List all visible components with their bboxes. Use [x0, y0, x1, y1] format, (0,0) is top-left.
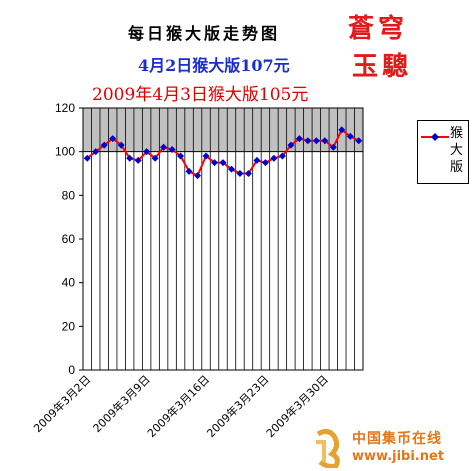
data-point-marker: [321, 137, 329, 145]
y-tick-label: 100: [55, 145, 75, 159]
data-point-marker: [143, 148, 151, 156]
brand-seal-line2: 玉驄: [352, 52, 413, 82]
data-point-marker: [134, 156, 142, 164]
data-point-marker: [312, 137, 320, 145]
subtitle-price-apr2: 4月2日猴大版107元: [138, 56, 290, 75]
data-point-marker: [287, 141, 295, 149]
data-point-marker: [177, 152, 185, 160]
data-point-marker: [151, 154, 159, 162]
data-point-marker: [185, 167, 193, 175]
legend-marker-icon: [421, 133, 449, 141]
y-tick-label: 120: [55, 101, 75, 115]
data-point-marker: [338, 126, 346, 134]
data-point-marker: [244, 170, 252, 177]
x-tick-label: 2009年3月16日: [144, 372, 212, 440]
data-point-marker: [261, 159, 269, 167]
y-tick-labels: 0 20 40 60 80 100 120: [55, 101, 75, 377]
data-point-marker: [329, 143, 337, 151]
x-tick-labels: 2009年3月2日2009年3月9日2009年3月16日2009年3月23日20…: [30, 372, 331, 440]
data-point-marker: [227, 165, 235, 173]
y-tick-label: 80: [62, 188, 76, 202]
series-markers: [83, 126, 363, 180]
data-point-marker: [160, 143, 168, 151]
plot-area: [83, 108, 363, 370]
data-point-marker: [168, 145, 176, 153]
gridlines: [83, 108, 363, 370]
x-tick-label: 2009年3月23日: [204, 372, 272, 440]
y-tick-label: 20: [62, 319, 76, 333]
subtitle-price-apr3: 2009年4月3日猴大版105元: [92, 85, 309, 105]
data-point-marker: [236, 170, 244, 177]
x-tick-label: 2009年3月9日: [90, 372, 153, 435]
watermark-url: www.jibi.net: [352, 449, 445, 464]
data-point-marker: [219, 159, 227, 167]
data-point-marker: [117, 141, 125, 149]
data-point-marker: [126, 154, 134, 162]
brand-seal-line1: 蒼穹: [348, 14, 409, 44]
plot-area-grey: [83, 108, 363, 152]
legend-label: 猴大版: [450, 126, 464, 175]
data-point-marker: [83, 154, 91, 162]
data-point-marker: [270, 154, 278, 162]
y-tick-label: 0: [68, 363, 75, 377]
data-point-marker: [109, 135, 117, 143]
data-point-marker: [355, 137, 363, 145]
chart-title: 每日猴大版走势图: [128, 24, 281, 43]
data-point-marker: [346, 132, 354, 140]
data-point-marker: [295, 135, 303, 143]
data-point-marker: [253, 156, 261, 164]
legend: 猴大版: [417, 120, 469, 184]
data-point-marker: [92, 148, 100, 156]
data-point-marker: [211, 159, 219, 167]
watermark-logo-icon: [316, 428, 340, 468]
data-point-marker: [100, 141, 108, 149]
y-tick-label: 40: [62, 276, 76, 290]
x-tick-label: 2009年3月2日: [30, 372, 93, 435]
data-point-marker: [278, 152, 286, 160]
data-point-marker: [202, 152, 210, 160]
data-point-marker: [304, 137, 312, 145]
watermark-site-name: 中国集币在线: [352, 431, 442, 447]
data-point-marker: [194, 172, 202, 180]
y-tick-label: 60: [62, 232, 76, 246]
axes: [79, 107, 364, 371]
